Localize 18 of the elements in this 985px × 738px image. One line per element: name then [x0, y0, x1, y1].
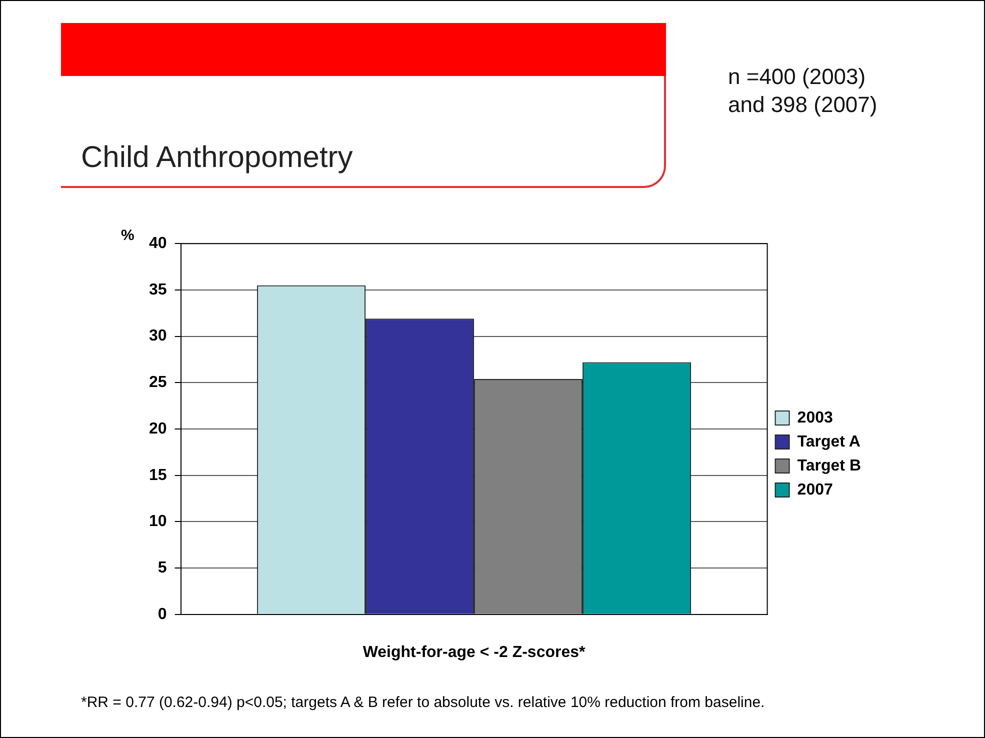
chart-title: Child Anthropometry — [81, 141, 353, 175]
text: n =400 (2003) and 398 (2007) — [728, 63, 878, 119]
y-tick-label: 35 — [149, 281, 167, 298]
y-tick-label: 25 — [149, 374, 167, 392]
y-tick-label: 0 — [158, 606, 167, 623]
y-axis-title: % — [121, 227, 134, 244]
legend-label: 2007 — [797, 481, 833, 498]
y-tick-label: 5 — [158, 559, 167, 576]
legend-label: Target A — [797, 433, 861, 450]
y-tick-label: 40 — [149, 235, 167, 252]
legend-label: Target B — [797, 457, 862, 474]
y-tick-label: 10 — [149, 513, 167, 530]
text: *RR = 0.77 (0.62-0.94) p<0.05; targets A & B refer to absolute vs. relative 10% reduction from baseline. — [81, 694, 765, 711]
y-tick-label: 20 — [149, 420, 167, 438]
x-axis-title: Weight-for-age < -2 Z-scores* — [362, 644, 586, 661]
legend-label: 2003 — [797, 409, 833, 426]
y-tick-label: 15 — [149, 466, 167, 484]
y-tick-label: 30 — [149, 328, 167, 345]
